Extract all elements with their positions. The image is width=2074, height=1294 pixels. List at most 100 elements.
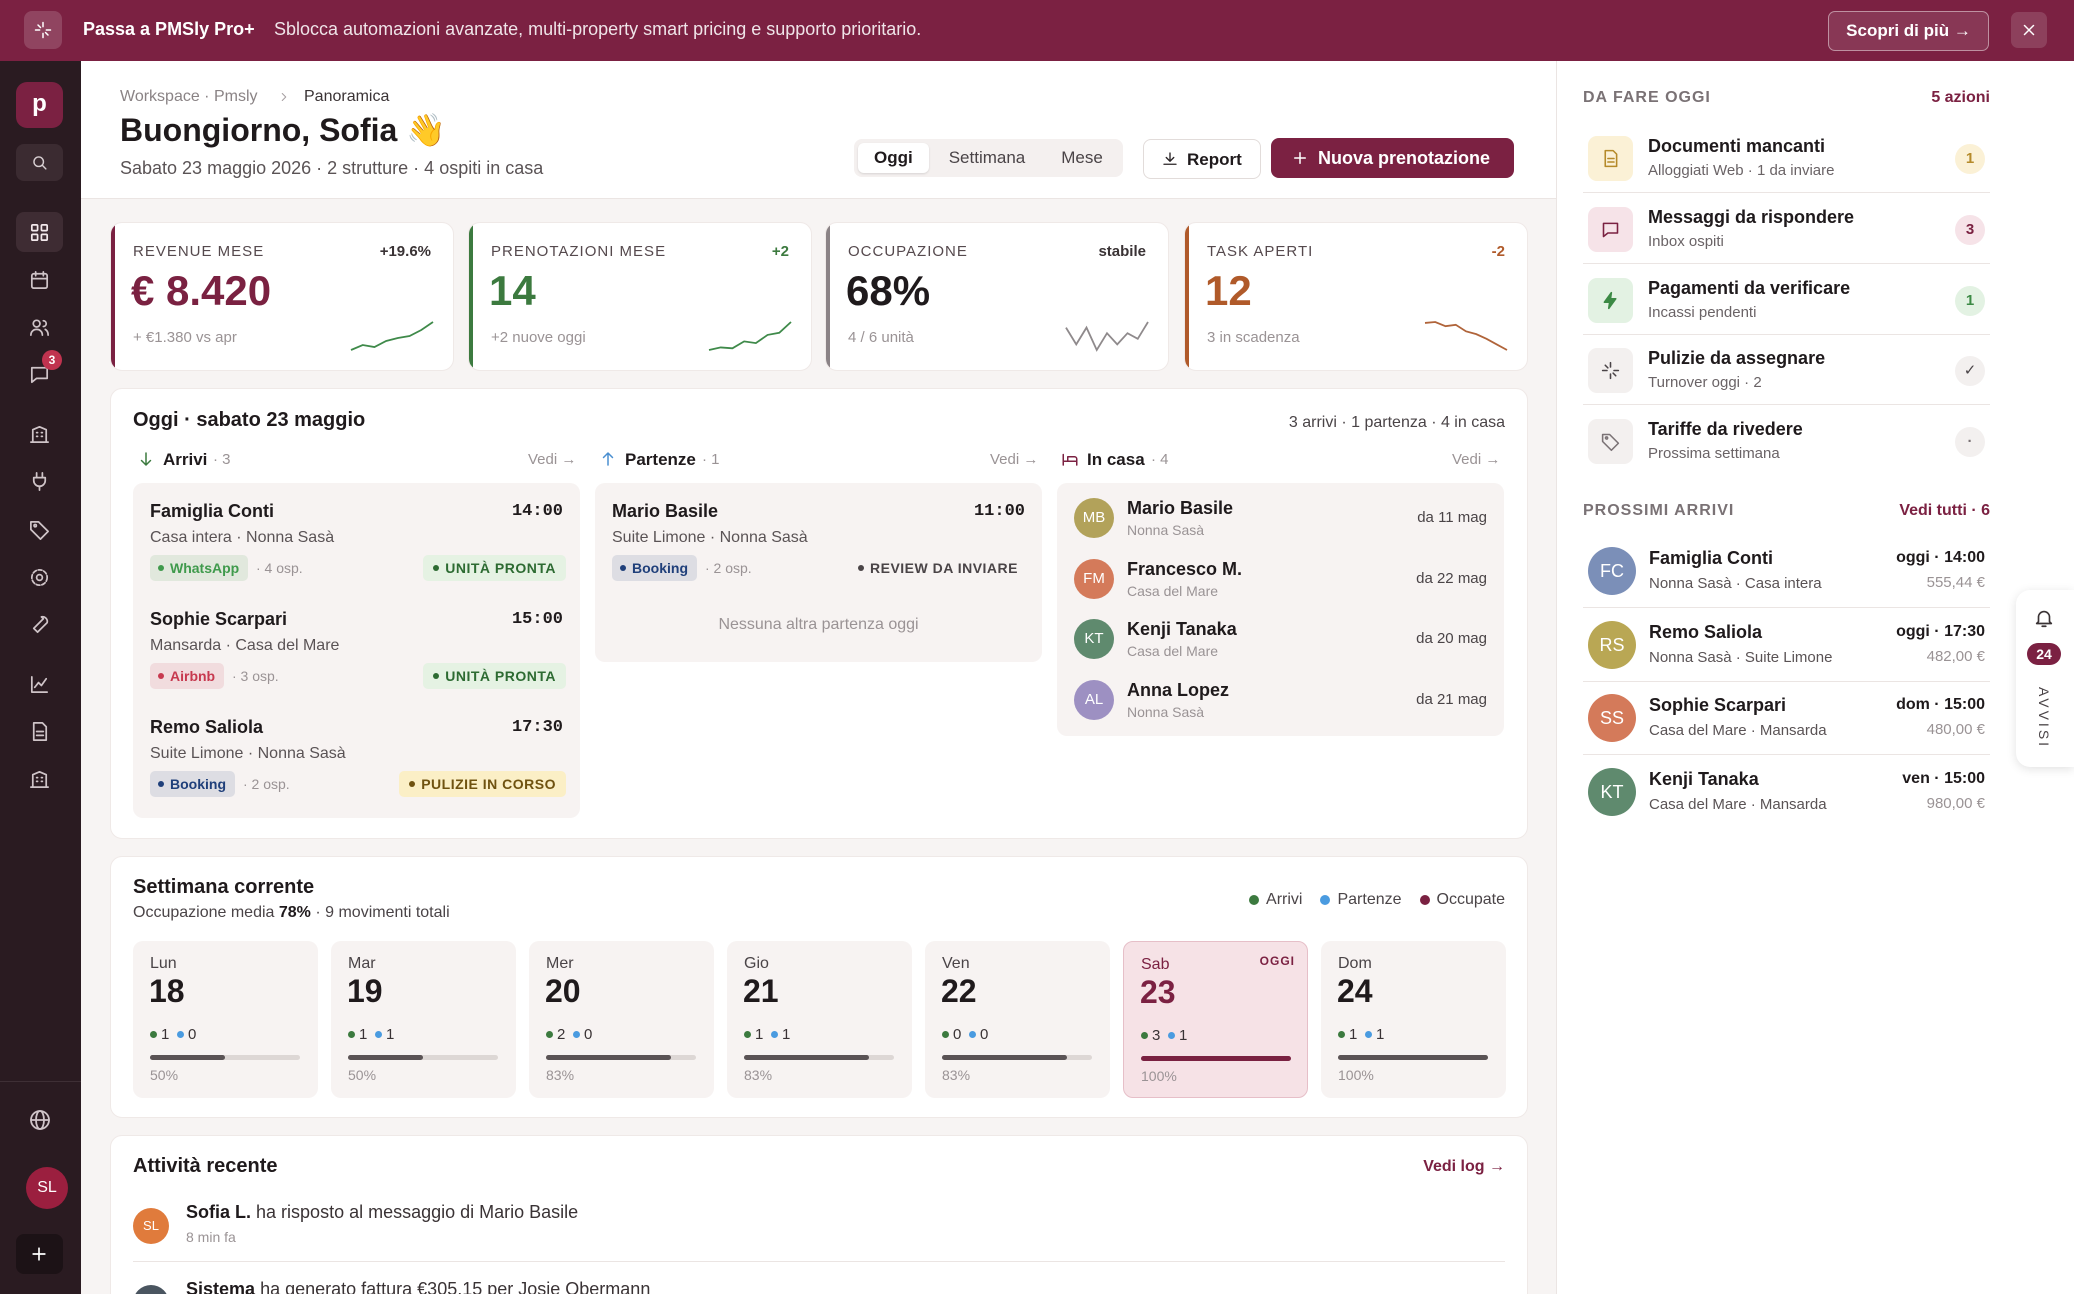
panel-link[interactable]: Vedi tutti · 6 xyxy=(1899,502,1990,519)
activity-action: ha generato fattura €305,15 per Josie Ob… xyxy=(260,1279,651,1294)
day-tile[interactable]: Sab 23 OGGI 3 1 100% xyxy=(1123,941,1308,1098)
add-button[interactable] xyxy=(16,1234,63,1274)
arrival-item[interactable]: RS Remo Saliola Nonna Sasà · Suite Limone o… xyxy=(1583,609,1990,682)
booking-item[interactable]: Famiglia Conti 14:00 Casa intera · Nonna S… xyxy=(133,497,580,597)
day-arrivals: 1 xyxy=(755,1026,764,1043)
logo[interactable]: p xyxy=(16,82,63,128)
legend-label: Arrivi xyxy=(1266,891,1303,908)
icon-shape xyxy=(32,1247,46,1261)
kpi-accent xyxy=(826,223,830,370)
occupancy-track xyxy=(348,1055,498,1060)
todo-item[interactable]: Pulizie da assegnare Turnover oggi · 2 ✓ xyxy=(1583,338,1990,406)
notifications-tab[interactable]: 24 AVVISI xyxy=(2016,590,2074,767)
todo-item[interactable]: Tariffe da rivedere Prossima settimana · xyxy=(1583,409,1990,475)
booking-item[interactable]: Sophie Scarpari 15:00 Mansarda · Casa del … xyxy=(133,605,580,705)
panel-title: DA FARE OGGI xyxy=(1583,89,1711,106)
channel-name: Booking xyxy=(170,776,226,792)
day-name: Dom xyxy=(1338,955,1372,972)
nav-item[interactable] xyxy=(16,212,63,252)
nav-item[interactable] xyxy=(16,414,63,454)
icon-shape xyxy=(40,233,49,242)
arrival-when: oggi · 17:30 xyxy=(1896,622,1985,640)
search-button[interactable] xyxy=(16,144,63,181)
nav-item[interactable] xyxy=(16,759,63,799)
legend-dot xyxy=(1419,895,1430,905)
banner-cta[interactable]: Scopri di più → xyxy=(1828,11,1989,51)
todo-icon-box xyxy=(1588,419,1633,465)
user-avatar[interactable]: SL xyxy=(26,1167,68,1209)
nav-item[interactable] xyxy=(16,557,63,597)
banner-close[interactable] xyxy=(2011,12,2047,48)
sparkline-line xyxy=(1065,321,1149,352)
activity-link[interactable]: Vedi log → xyxy=(1423,1158,1505,1175)
todo-badge: ✓ xyxy=(1955,356,1985,387)
today-badge: OGGI xyxy=(1259,954,1295,968)
icon-shape xyxy=(30,272,49,290)
guest-row[interactable]: MB Mario Basile Nonna Sasà da 11 mag xyxy=(1057,490,1504,546)
period-tab[interactable]: Settimana xyxy=(948,148,1026,167)
day-arrivals: 1 xyxy=(1349,1026,1358,1043)
arrival-item[interactable]: KT Kenji Tanaka Casa del Mare · Mansarda ve… xyxy=(1583,756,1990,828)
period-tab[interactable]: Oggi xyxy=(858,143,929,173)
guest-row[interactable]: AL Anna Lopez Nonna Sasà da 21 mag xyxy=(1057,672,1504,728)
kpi-accent xyxy=(111,223,115,370)
channel-name: Booking xyxy=(632,560,688,576)
day-tile[interactable]: Dom 24 1 1 100% xyxy=(1321,941,1506,1098)
language-button[interactable] xyxy=(16,1100,63,1140)
guest-row[interactable]: KT Kenji Tanaka Casa del Mare da 20 mag xyxy=(1057,611,1504,667)
icon-shape xyxy=(30,520,49,540)
day-tile[interactable]: Gio 21 1 1 83% xyxy=(727,941,912,1098)
day-departures: 0 xyxy=(980,1026,989,1043)
kpi-delta: -2 xyxy=(1491,243,1505,260)
day-departures: 1 xyxy=(386,1026,395,1043)
kpi-note: 3 in scadenza xyxy=(1207,329,1300,346)
breadcrumb[interactable]: Workspace · Pmsly xyxy=(120,88,258,105)
column-count: · 1 xyxy=(702,451,720,468)
nav-item[interactable] xyxy=(16,664,63,704)
guest-name: Mario Basile xyxy=(1127,498,1234,518)
column-link[interactable]: Vedi → xyxy=(990,451,1039,468)
nav-item[interactable] xyxy=(16,711,63,751)
kpi-delta: +2 xyxy=(771,243,789,260)
booking-time: 11:00 xyxy=(973,502,1025,521)
todo-subtitle: Alloggiati Web · 1 da inviare xyxy=(1648,162,1835,179)
todo-subtitle: Turnover oggi · 2 xyxy=(1648,374,1762,392)
arrival-item[interactable]: FC Famiglia Conti Nonna Sasà · Casa intera… xyxy=(1583,535,1990,608)
day-tile[interactable]: Mar 19 1 1 50% xyxy=(331,941,516,1098)
nav-item[interactable]: 3 xyxy=(16,350,63,394)
column-box: Mario Basile 11:00 Suite Limone · Nonna Sa… xyxy=(595,483,1042,662)
arrival-amount: 480,00 € xyxy=(1926,721,1985,738)
nav-item[interactable] xyxy=(16,604,63,644)
day-tile[interactable]: Ven 22 0 0 83% xyxy=(925,941,1110,1098)
booking-name: Mario Basile xyxy=(612,501,719,521)
guest-row[interactable]: FM Francesco M. Casa del Mare da 22 mag xyxy=(1057,551,1504,607)
todo-item[interactable]: Messaggi da rispondere Inbox ospiti 3 xyxy=(1583,197,1990,264)
booking-item[interactable]: Mario Basile 11:00 Suite Limone · Nonna Sa… xyxy=(595,497,1042,597)
nav-item[interactable] xyxy=(16,509,63,549)
day-tile[interactable]: Mer 20 2 0 83% xyxy=(529,941,714,1098)
activity-text: Sistema ha generato fattura €305,15 per … xyxy=(186,1279,650,1294)
notifications-count: 24 xyxy=(2027,643,2061,665)
nav-item[interactable] xyxy=(16,461,63,501)
column-link[interactable]: Vedi → xyxy=(528,451,577,468)
period-tab[interactable]: Mese xyxy=(1061,148,1103,167)
todo-item[interactable]: Documenti mancanti Alloggiati Web · 1 da … xyxy=(1583,126,1990,193)
occupancy-label: 100% xyxy=(1338,1067,1374,1083)
kpi-sparkline xyxy=(1424,321,1508,351)
report-button[interactable]: Report xyxy=(1143,139,1261,179)
day-date: 20 xyxy=(545,973,581,1009)
nav-item[interactable] xyxy=(16,307,63,347)
day-date: 23 xyxy=(1140,974,1176,1010)
todo-badge: · xyxy=(1955,427,1985,458)
day-tile[interactable]: Lun 18 1 0 50% xyxy=(133,941,318,1098)
booking-place: Suite Limone · Nonna Sasà xyxy=(612,529,808,546)
todo-item[interactable]: Pagamenti da verificare Incassi pendenti 1 xyxy=(1583,268,1990,335)
icon-shape xyxy=(1163,152,1177,165)
nav-item[interactable] xyxy=(16,260,63,300)
panel-title: PROSSIMI ARRIVI xyxy=(1583,502,1735,519)
column-link[interactable]: Vedi → xyxy=(1452,451,1501,468)
new-booking-button[interactable]: Nuova prenotazione xyxy=(1271,138,1514,178)
day-departures: 0 xyxy=(584,1026,593,1043)
booking-item[interactable]: Remo Saliola 17:30 Suite Limone · Nonna Sa… xyxy=(133,713,580,813)
arrival-item[interactable]: SS Sophie Scarpari Casa del Mare · Mansard… xyxy=(1583,682,1990,755)
